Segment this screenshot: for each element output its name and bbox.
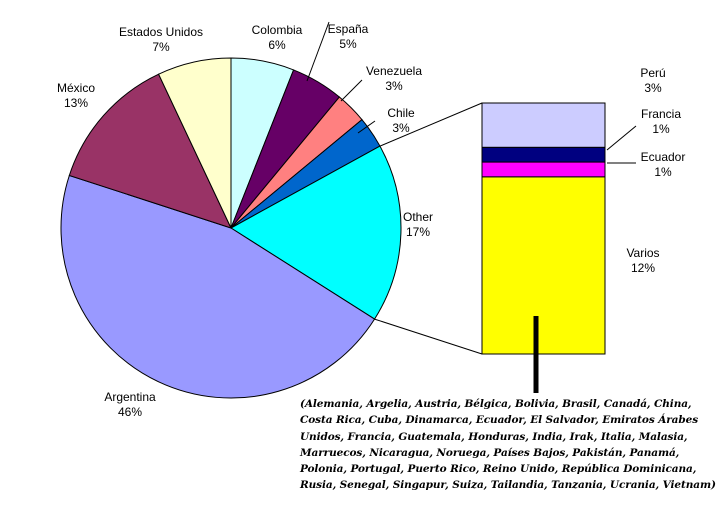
pie-label-espana: España	[328, 22, 369, 36]
bar-label-francia: Francia	[641, 107, 681, 121]
pie-label-other: Other	[403, 210, 433, 224]
pie-percent-other: 17%	[406, 225, 430, 239]
pie-percent-espana: 5%	[339, 37, 357, 51]
bar-percent-varios: 12%	[631, 261, 655, 275]
stacked-bar	[374, 102, 606, 355]
bar-segment-francia	[481, 146, 606, 163]
pie-percent-colombia: 6%	[268, 38, 286, 52]
pie-percent-mexico: 13%	[64, 96, 88, 110]
bar-segment-peru	[481, 102, 606, 148]
chart-labels: Colombia6%España5%Venezuela3%Chile3%Othe…	[57, 21, 686, 419]
pie-label-venezuela: Venezuela	[366, 64, 422, 78]
pie-label-colombia: Colombia	[252, 23, 303, 37]
bar-segment-varios	[481, 176, 606, 355]
bar-percent-peru: 3%	[644, 81, 662, 95]
varios-country-list: (Alemania, Argelia, Austria, Bélgica, Bo…	[300, 398, 716, 492]
pie-slice-other	[230, 145, 402, 320]
pie-percent-chile: 3%	[392, 121, 410, 135]
bar-label-peru: Perú	[640, 66, 665, 80]
leader-line-venezuela	[340, 79, 363, 102]
leader-line-chile	[357, 120, 376, 134]
bar-leader-francia	[606, 125, 637, 151]
pie-chart	[60, 57, 402, 399]
bar-label-varios: Varios	[626, 246, 659, 260]
bar-percent-ecuador: 1%	[654, 165, 672, 179]
connector-line-top	[379, 102, 483, 147]
pie-slice-argentina	[60, 174, 376, 399]
pie-slice-mexico	[68, 73, 232, 229]
pie-label-estados-unidos: Estados Unidos	[119, 25, 203, 39]
bar-segment-ecuador	[481, 161, 606, 178]
bar-percent-francia: 1%	[652, 122, 670, 136]
pie-percent-venezuela: 3%	[385, 79, 403, 93]
bar-label-ecuador: Ecuador	[641, 150, 686, 164]
pie-label-mexico: México	[57, 81, 95, 95]
pie-percent-argentina: 46%	[118, 405, 142, 419]
pie-label-chile: Chile	[387, 106, 415, 120]
pie-percent-estados-unidos: 7%	[152, 40, 170, 54]
leader-line-espana	[306, 21, 330, 82]
pie-slice-estados-unidos	[157, 57, 232, 229]
connector-line-bottom	[374, 318, 483, 355]
pie-label-argentina: Argentina	[104, 390, 156, 404]
